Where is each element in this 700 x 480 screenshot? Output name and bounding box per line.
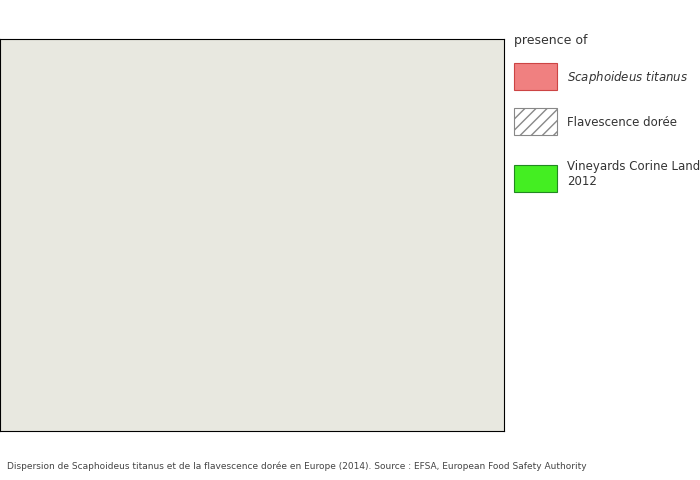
Text: presence of: presence of [514,34,587,47]
Text: Vineyards Corine Landcov
2012: Vineyards Corine Landcov 2012 [567,160,700,188]
FancyBboxPatch shape [514,166,557,193]
FancyBboxPatch shape [514,108,557,135]
Text: Dispersion de Scaphoideus titanus et de la flavescence dorée en Europe (2014). S: Dispersion de Scaphoideus titanus et de … [7,461,587,470]
Text: Flavescence dorée: Flavescence dorée [567,115,677,129]
Text: $\it{Scaphoideus\ titanus}$: $\it{Scaphoideus\ titanus}$ [567,69,687,86]
FancyBboxPatch shape [514,64,557,91]
